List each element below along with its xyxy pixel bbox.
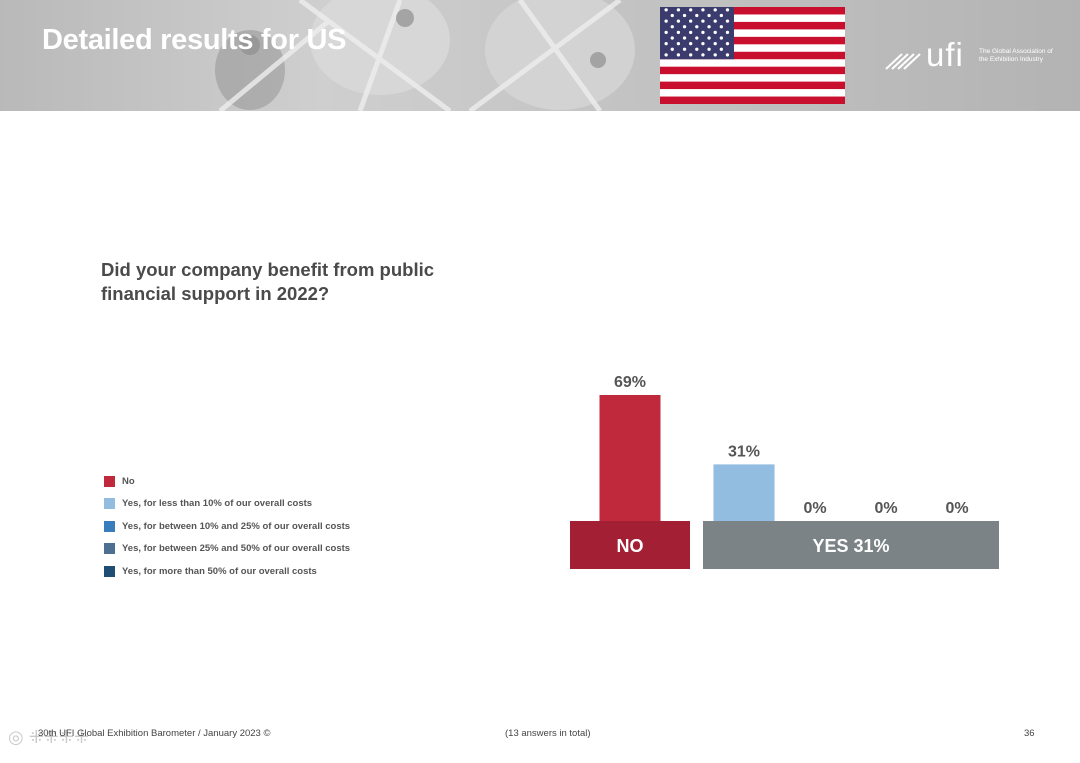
legend-item: Yes, for between 25% and 50% of our over… xyxy=(104,538,350,561)
header-banner: Detailed results for US ufi The Global A… xyxy=(0,0,1080,111)
bar-value-label: 69% xyxy=(614,374,646,391)
ufi-logo-tagline: The Global Association of the Exhibition… xyxy=(979,48,1053,63)
legend-label: Yes, for between 10% and 25% of our over… xyxy=(122,520,351,532)
bar-value-label: 0% xyxy=(874,500,897,517)
ufi-logo-wordmark: ufi xyxy=(926,36,964,73)
ufi-logo: ufi The Global Association of the Exhibi… xyxy=(884,36,1054,74)
legend-item: Yes, for less than 10% of our overall co… xyxy=(104,493,350,516)
watermark-icon: ◎ ⁜⁜⁜⁜ xyxy=(8,727,90,747)
legend-swatch xyxy=(104,565,115,577)
footer-answers-count: (13 answers in total) xyxy=(505,728,591,739)
ufi-logo-mark-icon xyxy=(885,53,921,70)
legend-label: Yes, for less than 10% of our overall co… xyxy=(122,498,313,510)
group-box xyxy=(703,521,999,569)
legend-item: Yes, for between 10% and 25% of our over… xyxy=(104,515,350,538)
page-number: 36 xyxy=(1024,728,1035,739)
legend-label: Yes, for more than 50% of our overall co… xyxy=(122,565,317,577)
footer-source: 30th UFI Global Exhibition Barometer / J… xyxy=(38,728,271,739)
group-label: YES 31% xyxy=(812,536,889,556)
chart-legend: No Yes, for less than 10% of our overall … xyxy=(104,470,350,583)
legend-item: No xyxy=(104,470,350,493)
group-label: NO xyxy=(617,536,644,556)
legend-item: Yes, for more than 50% of our overall co… xyxy=(104,560,350,583)
page-title: Detailed results for US xyxy=(42,24,347,56)
bar-value-label: 0% xyxy=(945,500,968,517)
bar xyxy=(713,464,775,521)
bar xyxy=(599,395,661,521)
group-box xyxy=(570,521,690,569)
legend-swatch xyxy=(104,520,115,532)
bar-chart: 69% 31% 0% 0% 0% NO YES 31% xyxy=(570,374,999,569)
legend-swatch xyxy=(104,475,115,487)
legend-swatch xyxy=(104,543,115,555)
us-flag-icon xyxy=(660,7,845,104)
bar-value-label: 0% xyxy=(803,500,826,517)
legend-swatch xyxy=(104,498,115,510)
bar-value-label: 31% xyxy=(728,443,760,460)
legend-label: No xyxy=(122,475,135,487)
header-background-image xyxy=(215,0,635,111)
legend-label: Yes, for between 25% and 50% of our over… xyxy=(122,543,351,555)
question-title: Did your company benefit from public fin… xyxy=(101,259,435,304)
